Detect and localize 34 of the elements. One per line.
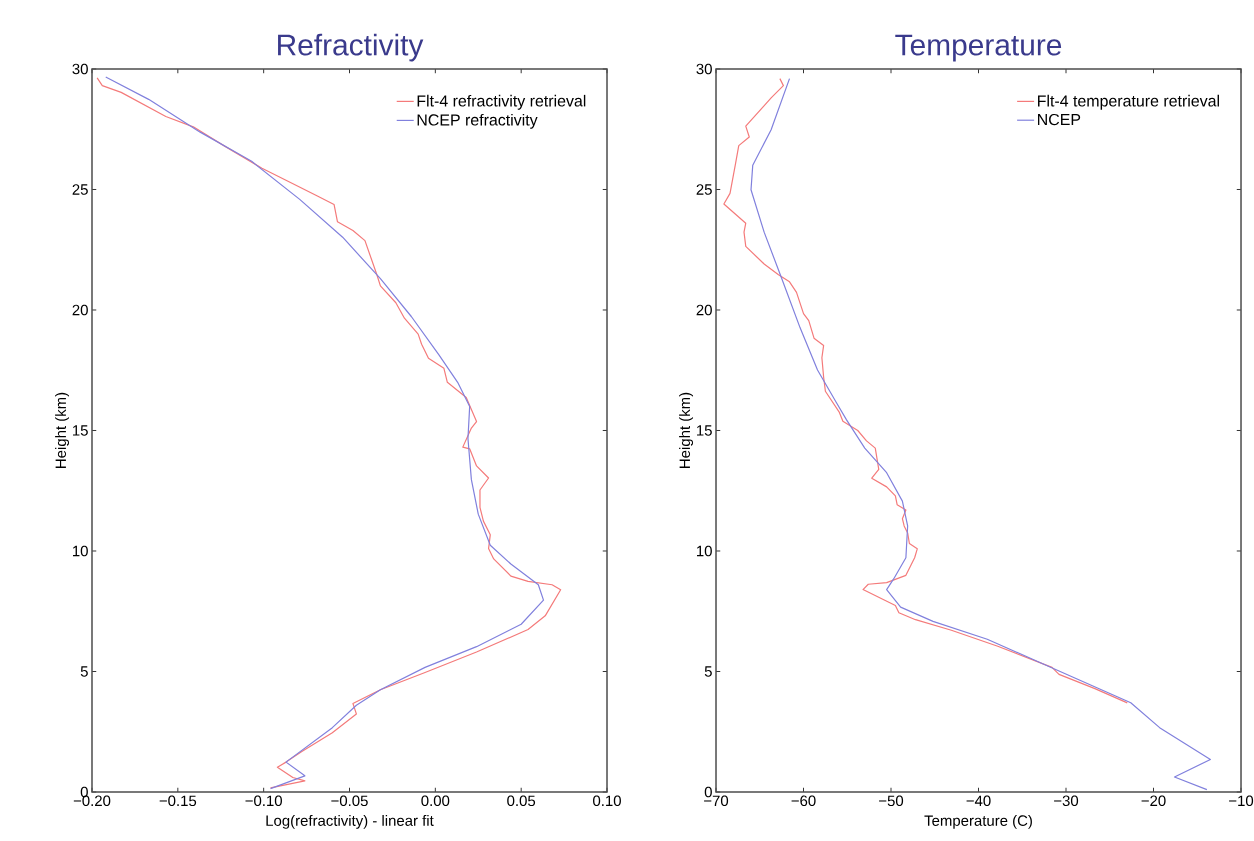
x-tick-label: −10 <box>1229 795 1254 807</box>
x-tick-label: −0.15 <box>159 795 197 807</box>
chart-title: Temperature <box>895 34 1062 62</box>
y-tick-label: 30 <box>696 63 712 75</box>
x-tick-label: −0.10 <box>245 795 282 807</box>
chart-title: Refractivity <box>278 33 424 62</box>
y-tick-label: 25 <box>696 184 712 195</box>
x-tick-label: −20 <box>1141 795 1166 807</box>
x-tick-label: 0.10 <box>593 795 621 807</box>
legend-label: NCEP <box>1038 113 1081 126</box>
x-tick-label: −0.05 <box>331 795 368 807</box>
y-tick-label: 20 <box>72 304 88 316</box>
y-tick-label: 10 <box>697 545 712 557</box>
y-tick-label: 30 <box>72 63 88 75</box>
x-tick-label: 0.05 <box>507 795 536 807</box>
x-tick-label: −60 <box>791 795 816 807</box>
y-tick-label: 25 <box>72 184 88 195</box>
x-axis-title: Log(refractivity) - linear fit <box>266 814 434 829</box>
y-tick-label: 5 <box>80 666 88 677</box>
x-tick-label: −50 <box>879 795 904 807</box>
y-tick-label: 15 <box>73 425 88 436</box>
legend-label: Flt-4 temperature retrieval <box>1038 94 1219 110</box>
y-axis-title: Height (km) <box>679 392 694 468</box>
legend-label: NCEP refractivity <box>417 113 538 129</box>
x-tick-label: −40 <box>966 795 991 807</box>
legend-label: Flt-4 refractivity retrieval <box>417 94 586 110</box>
y-tick-label: 15 <box>697 425 712 436</box>
y-axis-title: Height (km) <box>55 392 70 468</box>
y-tick-label: 5 <box>704 666 712 677</box>
y-tick-label: 20 <box>696 304 712 316</box>
x-tick-label: −30 <box>1054 795 1079 807</box>
x-tick-label: 0.00 <box>421 795 450 807</box>
x-axis-title: Temperature (C) <box>924 814 1032 829</box>
y-tick-label: 10 <box>73 545 88 557</box>
